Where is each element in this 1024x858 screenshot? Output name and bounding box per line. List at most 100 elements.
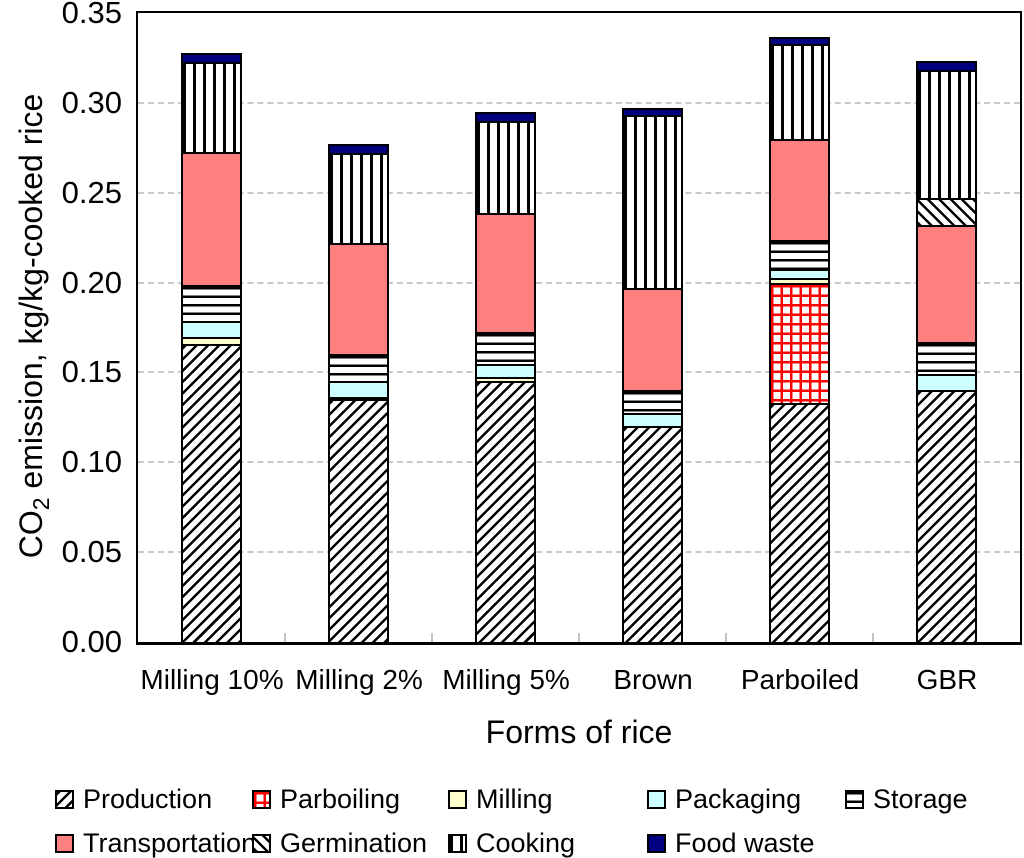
legend-item-packaging: Packaging (647, 784, 802, 814)
x-category-label: Brown (613, 664, 693, 695)
y-tick-label: 0.20 (61, 265, 122, 300)
segment-storage (477, 332, 534, 364)
gridline (138, 281, 1020, 284)
legend-label: Milling (476, 784, 553, 814)
legend-swatch-milling-icon (448, 789, 467, 809)
segment-transportation (477, 213, 534, 332)
segment-cooking (771, 44, 828, 139)
legend-label: Production (83, 784, 213, 814)
legend-label: Parboiling (280, 784, 401, 814)
legend-item-parboiling: Parboiling (252, 784, 401, 814)
gridline (138, 551, 1020, 554)
legend-swatch-cooking-icon (448, 833, 467, 853)
segment-transportation (330, 243, 387, 354)
plot-inner (138, 13, 1020, 642)
segment-milling (183, 337, 240, 344)
y-tick-label: 0.25 (61, 175, 122, 210)
legend-item-production: Production (55, 784, 213, 814)
x-category-label: GBR (916, 664, 978, 695)
segment-packaging (183, 321, 240, 337)
y-tick-label: 0.05 (61, 534, 122, 569)
y-tick-label: 0.15 (61, 354, 122, 389)
category-boundary-tick (284, 633, 286, 642)
category-boundary-tick (431, 633, 433, 642)
y-tick-label: 0.35 (61, 0, 122, 30)
legend-item-milling: Milling (448, 784, 553, 814)
legend-label: Food waste (675, 828, 815, 858)
segment-foodwaste (330, 144, 387, 153)
segment-production (183, 344, 240, 642)
legend-swatch-packaging-icon (647, 789, 666, 809)
x-axis-title: Forms of rice (485, 714, 673, 750)
segment-transportation (918, 225, 975, 342)
segment-production (918, 390, 975, 642)
legend-item-germination: Germination (252, 828, 428, 858)
bar-gbr (916, 61, 977, 642)
x-category-label: Parboiled (740, 664, 860, 695)
gridline (138, 101, 1020, 104)
segment-germination (918, 198, 975, 225)
segment-cooking (183, 62, 240, 152)
segment-foodwaste (918, 61, 975, 70)
legend-swatch-parboiling-icon (252, 789, 271, 809)
segment-production (771, 403, 828, 642)
segment-cooking (330, 153, 387, 243)
y-tick-label: 0.00 (61, 624, 122, 659)
segment-foodwaste (771, 37, 828, 44)
legend-item-storage: Storage (845, 786, 968, 813)
bar-parboiled (769, 37, 830, 642)
segment-foodwaste (624, 108, 681, 115)
legend-label: Packaging (675, 784, 802, 814)
segment-production (330, 399, 387, 642)
plot-area (136, 11, 1022, 645)
gridline (138, 191, 1020, 194)
legend-swatch-foodwaste-icon (647, 833, 666, 853)
gridline (138, 371, 1020, 374)
bar-milling-10- (181, 53, 242, 642)
segment-foodwaste (477, 112, 534, 121)
x-category-label: Milling 2% (295, 664, 423, 695)
legend-swatch-production-icon (55, 789, 74, 809)
segment-packaging (624, 413, 681, 426)
segment-storage (771, 240, 828, 269)
segment-packaging (477, 364, 534, 377)
segment-transportation (771, 139, 828, 240)
segment-foodwaste (183, 53, 240, 62)
x-category-label: Milling 5% (442, 664, 570, 695)
segment-storage (624, 390, 681, 413)
segment-packaging (330, 381, 387, 397)
x-category-label: Milling 10% (140, 664, 284, 695)
segment-parboiling (771, 283, 828, 403)
segment-cooking (477, 121, 534, 213)
legend-swatch-transportation-icon (55, 833, 74, 853)
y-axis-title-subscript: 2 (28, 497, 55, 511)
segment-milling (477, 377, 534, 381)
legend-label: Cooking (476, 828, 576, 858)
segment-production (624, 426, 681, 642)
category-boundary-tick (578, 633, 580, 642)
segment-storage (183, 285, 240, 321)
bar-milling-5- (475, 112, 536, 642)
bar-milling-2- (328, 144, 389, 642)
legend-item-transportation: Transportation (55, 828, 257, 858)
segment-milling (771, 278, 828, 283)
segment-production (477, 381, 534, 642)
gridline (138, 461, 1020, 464)
legend-item-cooking: Cooking (448, 828, 576, 858)
y-tick-label: 0.30 (61, 85, 122, 120)
segment-cooking (624, 115, 681, 288)
segment-transportation (624, 288, 681, 390)
legend-label: Transportation (83, 828, 257, 858)
segment-packaging (771, 269, 828, 278)
legend-label: Germination (280, 828, 428, 858)
segment-milling (330, 397, 387, 399)
category-boundary-tick (872, 633, 874, 642)
segment-packaging (918, 374, 975, 390)
segment-cooking (918, 70, 975, 198)
segment-storage (918, 342, 975, 374)
legend-item-foodwaste: Food waste (647, 828, 815, 858)
legend-swatch-germination-icon (252, 833, 271, 853)
bar-brown (622, 108, 683, 642)
y-tick-label: 0.10 (61, 444, 122, 479)
